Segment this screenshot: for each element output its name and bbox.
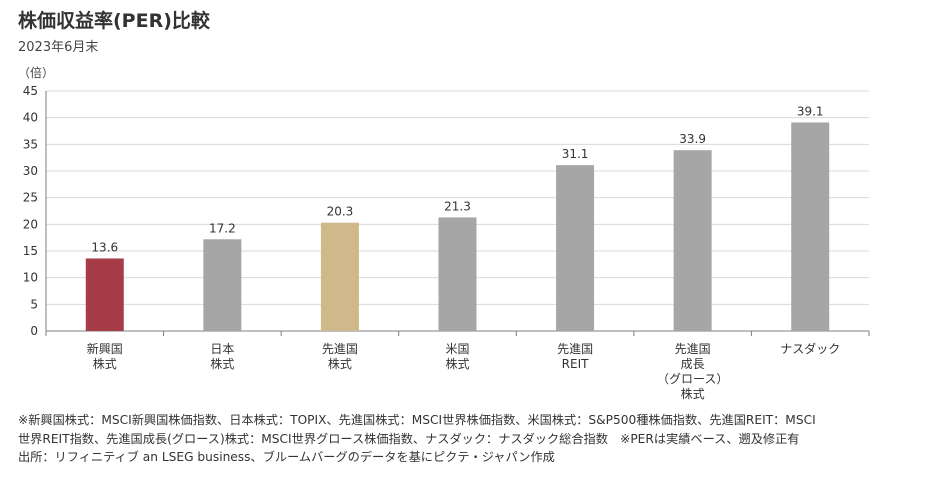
- y-tick-label: 35: [23, 137, 38, 151]
- y-tick-label: 40: [23, 111, 38, 125]
- bar-value-label: 20.3: [327, 205, 354, 219]
- x-category-label: 株式: [93, 356, 117, 371]
- bar-value-label: 17.2: [209, 221, 236, 235]
- bar: [85, 258, 124, 331]
- bar-value-label: 13.6: [91, 240, 118, 254]
- x-category-label: 先進国: [322, 342, 358, 356]
- x-category-label: 日本: [210, 342, 234, 356]
- y-tick-label: 5: [30, 297, 38, 311]
- footnote-line-1: ※新興国株式：MSCI新興国株価指数、日本株式：TOPIX、先進国株式：MSCI…: [18, 413, 816, 427]
- chart-title: 株価収益率(PER)比較: [18, 10, 210, 32]
- x-category-label: 先進国: [557, 342, 593, 356]
- bar: [438, 217, 477, 331]
- y-tick-label: 45: [23, 84, 38, 98]
- x-category-label: 先進国: [675, 342, 711, 356]
- bar: [556, 165, 595, 331]
- footnote-line-3: 出所：リフィニティブ an LSEG business、ブルームバーグのデータを…: [18, 450, 555, 464]
- chart-subtitle: 2023年6月末: [18, 40, 99, 55]
- x-category-label: （グロース）: [657, 372, 728, 386]
- bar: [791, 122, 830, 331]
- x-category-label: ナスダック: [780, 341, 840, 356]
- footnotes: ※新興国株式：MSCI新興国株価指数、日本株式：TOPIX、先進国株式：MSCI…: [18, 411, 933, 467]
- footnote-line-2: 世界REIT指数、先進国成長(グロース)株式：MSCI世界グロース株価指数、ナス…: [18, 431, 800, 446]
- y-tick-label: 20: [23, 217, 38, 231]
- x-category-label: 米国: [445, 342, 469, 356]
- y-tick-label: 30: [23, 164, 38, 178]
- bar-value-label: 39.1: [797, 104, 824, 118]
- x-category-label: 新興国: [87, 341, 123, 356]
- y-axis-unit-label: （倍）: [18, 66, 55, 80]
- bar: [673, 150, 712, 331]
- x-category-label: 成長: [681, 357, 705, 371]
- bar: [320, 222, 359, 331]
- y-tick-label: 0: [30, 324, 38, 338]
- per-bar-chart: 05101520253035404513.6新興国株式17.2日本株式20.3先…: [23, 84, 870, 401]
- y-tick-label: 15: [23, 244, 38, 258]
- bar-value-label: 33.9: [679, 132, 706, 146]
- x-category-label: 株式: [328, 356, 352, 371]
- x-category-label: 株式: [681, 386, 705, 401]
- x-category-label: REIT: [562, 357, 589, 371]
- y-tick-label: 25: [23, 191, 38, 205]
- y-tick-label: 10: [23, 271, 38, 285]
- bar-value-label: 31.1: [562, 147, 589, 161]
- x-category-label: 株式: [210, 356, 234, 371]
- bar: [203, 239, 242, 331]
- bar-value-label: 21.3: [444, 199, 471, 213]
- x-category-label: 株式: [445, 356, 469, 371]
